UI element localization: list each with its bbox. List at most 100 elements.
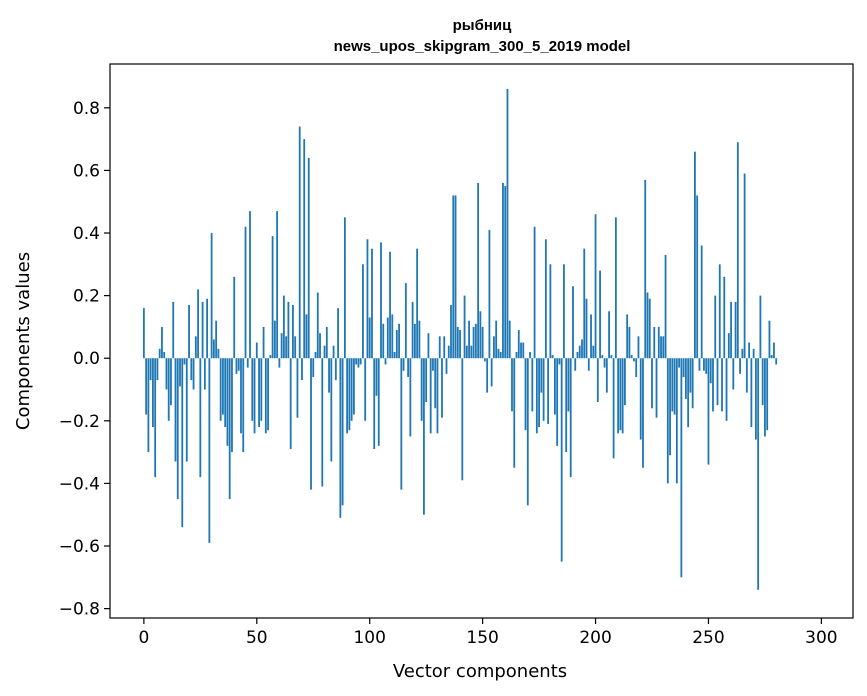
bar-38 <box>228 358 231 500</box>
bar-197 <box>587 358 590 371</box>
bar-47 <box>249 211 251 359</box>
bar-176 <box>540 358 543 393</box>
bar-1 <box>145 358 148 415</box>
bar-254 <box>716 358 719 406</box>
bar-93 <box>353 358 355 415</box>
bar-262 <box>734 301 737 359</box>
bar-34 <box>219 358 222 421</box>
x-tick-label: 300 <box>805 628 837 648</box>
bar-263 <box>736 142 739 359</box>
bar-16 <box>179 358 181 387</box>
bar-97 <box>362 264 364 359</box>
x-tick-label: 250 <box>692 628 724 648</box>
bar-65 <box>289 358 292 449</box>
bar-32 <box>215 320 218 359</box>
bar-3 <box>149 358 152 381</box>
bar-253 <box>714 295 717 359</box>
bar-190 <box>572 286 574 359</box>
bar-58 <box>273 320 276 359</box>
bar-179 <box>547 358 550 424</box>
bar-227 <box>655 358 658 418</box>
bar-11 <box>167 358 170 421</box>
bar-132 <box>441 358 443 418</box>
bar-204 <box>603 358 606 368</box>
bar-165 <box>515 351 518 359</box>
bar-0 <box>142 308 145 359</box>
bar-126 <box>427 333 430 359</box>
bar-216 <box>630 355 633 359</box>
bar-183 <box>556 358 559 446</box>
bar-218 <box>635 358 638 377</box>
bar-239 <box>682 358 685 377</box>
bar-207 <box>610 355 613 359</box>
bar-167 <box>520 342 522 359</box>
bar-170 <box>526 358 529 506</box>
bar-52 <box>260 358 263 421</box>
bar-77 <box>316 292 319 359</box>
bar-99 <box>366 239 369 359</box>
bar-39 <box>231 358 233 453</box>
bar-15 <box>176 358 179 500</box>
bar-82 <box>328 358 330 393</box>
bar-111 <box>393 351 396 359</box>
bar-259 <box>727 333 730 359</box>
bar-244 <box>694 151 696 359</box>
bar-28 <box>206 298 209 359</box>
bar-76 <box>314 351 317 359</box>
bar-20 <box>188 305 190 359</box>
bar-85 <box>334 358 337 381</box>
bar-196 <box>585 298 588 359</box>
bar-214 <box>626 314 629 359</box>
bar-95 <box>357 358 360 368</box>
x-tick-label: 150 <box>466 628 498 648</box>
bar-50 <box>255 342 258 359</box>
bar-185 <box>560 358 563 562</box>
bar-87 <box>339 358 342 518</box>
bar-30 <box>210 233 213 359</box>
bar-136 <box>450 305 452 359</box>
bar-278 <box>770 355 773 359</box>
bar-104 <box>377 358 380 446</box>
bar-163 <box>511 358 513 412</box>
bar-249 <box>705 358 708 374</box>
bar-69 <box>298 126 301 359</box>
bar-96 <box>359 358 362 365</box>
bar-53 <box>262 326 265 359</box>
bar-181 <box>551 355 554 359</box>
bar-182 <box>553 358 556 415</box>
bar-247 <box>700 245 703 359</box>
bar-225 <box>651 358 653 409</box>
bar-261 <box>732 358 735 390</box>
bar-21 <box>190 358 193 381</box>
bar-86 <box>337 308 339 359</box>
bar-26 <box>201 301 204 359</box>
bar-9 <box>163 351 166 359</box>
bar-280 <box>775 358 778 365</box>
x-axis-label: Vector components <box>393 661 567 682</box>
bar-164 <box>513 358 516 468</box>
bar-60 <box>278 358 281 368</box>
bar-230 <box>662 336 665 359</box>
bar-255 <box>718 264 721 359</box>
bar-269 <box>750 358 753 428</box>
bar-273 <box>759 295 762 359</box>
bar-33 <box>217 348 220 359</box>
y-tick-label: 0.2 <box>73 287 100 307</box>
bar-31 <box>212 339 215 359</box>
bar-241 <box>687 358 690 428</box>
y-tick-label: 0.6 <box>73 161 100 181</box>
bar-45 <box>244 226 247 359</box>
bar-166 <box>517 330 520 359</box>
x-tick-label: 0 <box>138 628 149 648</box>
bar-25 <box>199 358 202 478</box>
bar-173 <box>533 226 536 359</box>
bar-49 <box>253 358 256 434</box>
bar-51 <box>258 358 260 428</box>
bar-187 <box>565 358 568 453</box>
bar-217 <box>633 358 635 362</box>
bar-138 <box>454 195 457 359</box>
bar-224 <box>648 298 651 359</box>
bar-240 <box>684 358 687 399</box>
bar-74 <box>310 358 312 490</box>
